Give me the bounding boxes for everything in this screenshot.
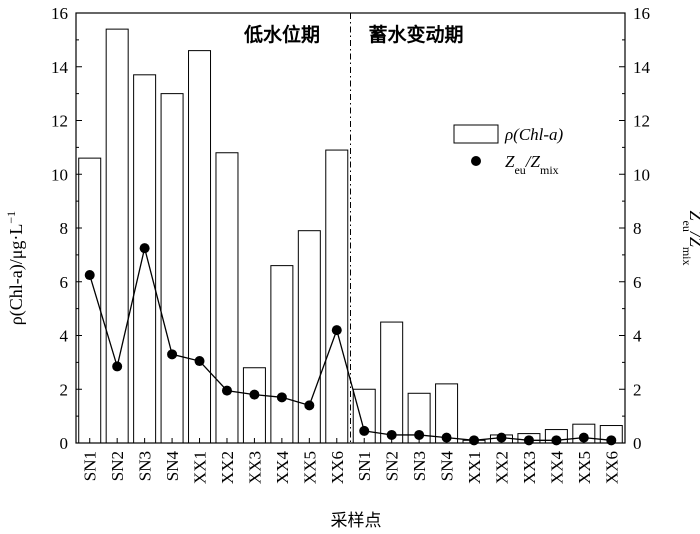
x-tick-label-1: SN1 bbox=[81, 451, 100, 481]
bar-10 bbox=[325, 149, 349, 444]
y-tick-label-6: 6 bbox=[60, 273, 69, 292]
y2-tick-label-14: 14 bbox=[633, 58, 651, 77]
bar-4 bbox=[160, 93, 184, 444]
zeu-zmix-marker-16 bbox=[496, 432, 507, 443]
y2-tick-label-6: 6 bbox=[633, 273, 642, 292]
x-tick-label-6: XX2 bbox=[218, 451, 237, 484]
y-axis-title: ρ(Chl-a)/μg·L−1 bbox=[4, 211, 27, 325]
zeu-zmix-marker-11 bbox=[359, 425, 370, 436]
zeu-zmix-marker-8 bbox=[276, 392, 287, 403]
legend-line-marker bbox=[471, 156, 481, 166]
axes-layer: 0 2 4 6 8 10 12 14 16 0 2 4 6 8 10 12 14 16 SN1 SN2 SN3 SN4 XX… bbox=[51, 4, 651, 484]
zeu-zmix-marker-19 bbox=[578, 432, 589, 443]
y-tick-label-16: 16 bbox=[51, 4, 68, 23]
y-tick-label-4: 4 bbox=[60, 327, 69, 346]
y-tick-label-14: 14 bbox=[51, 58, 69, 77]
zeu-zmix-marker-14 bbox=[441, 432, 452, 443]
x-tick-label-2: SN2 bbox=[108, 451, 127, 481]
x-tick-label-17: XX3 bbox=[520, 451, 539, 484]
x-tick-label-20: XX6 bbox=[602, 451, 621, 484]
legend-bar-swatch bbox=[453, 124, 499, 144]
y2-axis-title-mid: /Z bbox=[686, 231, 700, 248]
bar-8 bbox=[270, 265, 294, 444]
y2-axis-title-sub2: mix bbox=[680, 247, 694, 266]
x-tick-label-5: XX1 bbox=[191, 451, 210, 484]
x-tick-label-4: SN4 bbox=[163, 451, 182, 482]
zeu-zmix-marker-2 bbox=[112, 361, 123, 372]
x-tick-label-8: XX4 bbox=[273, 451, 292, 485]
x-tick-label-16: XX2 bbox=[492, 451, 511, 484]
x-tick-label-18: XX4 bbox=[547, 451, 566, 485]
period-label-impoundment: 蓄水变动期 bbox=[368, 23, 463, 46]
x-tick-label-7: XX3 bbox=[245, 451, 264, 484]
x-tick-label-12: SN2 bbox=[383, 451, 402, 481]
bar-7 bbox=[242, 367, 266, 444]
x-tick-label-13: SN3 bbox=[410, 451, 429, 481]
legend: ρ(Chl-a) Zeu/Zmix bbox=[453, 124, 564, 177]
x-tick-label-11: SN1 bbox=[355, 451, 374, 481]
y2-tick-label-2: 2 bbox=[633, 380, 642, 399]
y-tick-label-10: 10 bbox=[51, 165, 68, 184]
legend-bar-label: ρ(Chl-a) bbox=[504, 125, 564, 144]
y-tick-label-2: 2 bbox=[60, 380, 69, 399]
y-tick-label-0: 0 bbox=[60, 434, 69, 453]
x-tick-label-19: XX5 bbox=[575, 451, 594, 484]
legend-line-label-mid: /Z bbox=[525, 152, 541, 171]
y2-tick-label-0: 0 bbox=[633, 434, 642, 453]
x-axis-title: 采样点 bbox=[331, 511, 382, 531]
legend-line-label-sub2: mix bbox=[540, 163, 559, 177]
y-axis-title-main: ρ(Chl-a)/μg·L bbox=[6, 224, 27, 326]
zeu-zmix-marker-5 bbox=[194, 356, 205, 367]
y-tick-label-12: 12 bbox=[51, 112, 68, 131]
zeu-zmix-marker-10 bbox=[331, 325, 342, 336]
bar-5 bbox=[188, 50, 212, 444]
zeu-zmix-marker-12 bbox=[386, 429, 397, 440]
legend-line-label: Zeu/Zmix bbox=[505, 152, 559, 177]
x-tick-label-3: SN3 bbox=[136, 451, 155, 481]
y2-axis-title: Zeu/Zmix bbox=[680, 210, 700, 265]
zeu-zmix-marker-1 bbox=[84, 270, 95, 281]
zeu-zmix-marker-6 bbox=[221, 385, 232, 396]
zeu-zmix-marker-4 bbox=[167, 349, 178, 360]
y-tick-label-8: 8 bbox=[60, 219, 69, 238]
bar-6 bbox=[215, 152, 239, 444]
y2-axis-title-z1: Z bbox=[686, 210, 700, 221]
y2-tick-label-4: 4 bbox=[633, 327, 642, 346]
y2-tick-label-16: 16 bbox=[633, 4, 650, 23]
bar-3 bbox=[133, 74, 157, 444]
zeu-zmix-marker-13 bbox=[414, 429, 425, 440]
legend-bar-label-text: ρ(Chl-a) bbox=[504, 125, 564, 144]
legend-line-label-z1: Z bbox=[505, 152, 515, 171]
zeu-zmix-marker-3 bbox=[139, 243, 150, 254]
x-tick-label-14: SN4 bbox=[438, 451, 457, 482]
y-axis-title-superscript: −1 bbox=[4, 211, 18, 224]
y2-axis-title-sub1: eu bbox=[680, 221, 694, 232]
period-label-low-water: 低水位期 bbox=[243, 23, 320, 46]
y2-tick-label-10: 10 bbox=[633, 165, 650, 184]
y2-tick-label-8: 8 bbox=[633, 219, 642, 238]
bar-9 bbox=[297, 230, 321, 444]
x-tick-label-9: XX5 bbox=[300, 451, 319, 484]
x-tick-label-10: XX6 bbox=[328, 451, 347, 484]
bar-12 bbox=[380, 321, 404, 444]
bars-layer bbox=[78, 28, 623, 444]
bar-2 bbox=[105, 28, 129, 444]
zeu-zmix-marker-7 bbox=[249, 389, 260, 400]
y2-tick-label-12: 12 bbox=[633, 112, 650, 131]
legend-line-label-sub1: eu bbox=[514, 163, 525, 177]
zeu-zmix-marker-9 bbox=[304, 400, 315, 411]
x-tick-label-15: XX1 bbox=[465, 451, 484, 484]
